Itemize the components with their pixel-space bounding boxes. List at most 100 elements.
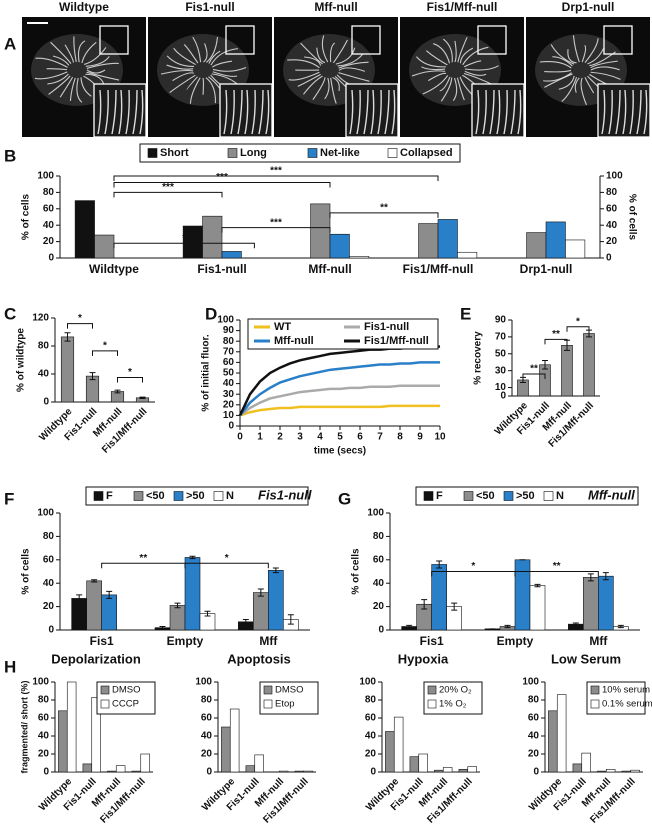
y-tick-label: 60	[528, 713, 540, 724]
inset-mitochondria	[349, 89, 354, 135]
bar	[71, 598, 87, 631]
legend-label: DMSO	[275, 685, 304, 696]
mitochondria	[590, 66, 620, 71]
x-tick-label: Mff	[589, 634, 608, 648]
inset-mitochondria	[104, 89, 109, 135]
mitochondria	[86, 62, 119, 69]
chart-title: Apoptosis	[227, 651, 291, 666]
mitochondria	[439, 76, 451, 92]
legend-title: Fis1-null	[258, 487, 312, 502]
error-bar	[189, 555, 196, 560]
y-tick-label: 70	[495, 332, 507, 343]
mitochondria	[86, 69, 106, 74]
error-bar	[91, 579, 98, 583]
y-tick-label: 100	[195, 677, 212, 688]
mitochondria	[46, 68, 68, 71]
y-tick-label: 90	[495, 315, 507, 326]
legend-label: DMSO	[112, 685, 141, 696]
bar	[630, 769, 640, 773]
roi-box	[225, 25, 255, 55]
mitochondria	[338, 67, 366, 72]
legend-label: N	[556, 490, 564, 502]
y-axis-label: % recovery	[473, 331, 484, 385]
y2-tick-label: 0	[606, 253, 612, 264]
error-bar	[64, 332, 71, 342]
mitochondria	[52, 55, 70, 66]
inset-mitochondria	[517, 89, 522, 135]
inset-mitochondria	[223, 89, 228, 135]
error-bar	[174, 602, 181, 609]
significance-bracket	[101, 562, 186, 569]
bar	[245, 765, 256, 773]
y-tick-label: 0	[370, 767, 376, 778]
significance-label: *	[103, 341, 107, 352]
legend-label: <50	[146, 490, 165, 502]
image-label: Fis1-null	[185, 0, 234, 14]
y-tick-label: 0	[43, 397, 49, 408]
bar	[514, 559, 531, 631]
mitochondria	[416, 56, 446, 68]
mitochondria	[212, 60, 232, 68]
bar	[561, 345, 573, 397]
y-tick-label: 80	[365, 695, 377, 706]
y-tick-label: 60	[223, 357, 235, 368]
significance-label: *	[182, 233, 186, 244]
mitochondria	[172, 72, 194, 82]
significance-bracket	[67, 323, 93, 329]
y-tick-label: 80	[38, 341, 50, 352]
y-tick-label: 20	[201, 749, 213, 760]
legend-label: Net-like	[320, 147, 360, 159]
image-label: Wildtype	[59, 0, 109, 14]
x-tick-label: 4	[317, 432, 323, 443]
inset-mitochondria	[475, 89, 480, 135]
mitochondria	[85, 73, 105, 85]
inset-mitochondria	[125, 89, 130, 135]
mitochondria	[300, 42, 323, 65]
bar	[82, 763, 93, 773]
y-tick-label: 60	[43, 554, 55, 565]
bar	[467, 766, 477, 773]
bar	[581, 752, 591, 773]
bar	[572, 763, 583, 773]
error-bar	[257, 588, 264, 597]
legend-label: Fis1-null	[364, 321, 409, 333]
mitochondria	[590, 60, 618, 69]
inset-mitochondria	[615, 89, 621, 135]
y-tick-label: 0	[533, 767, 539, 778]
y-tick-label: 40	[38, 731, 50, 742]
mitochondria	[59, 76, 74, 98]
inset-mitochondria	[363, 89, 369, 135]
inset-mitochondria	[384, 89, 390, 135]
x-tick-label: 9	[417, 432, 423, 443]
error-bar	[204, 610, 211, 617]
inset-mitochondria	[608, 89, 613, 135]
significance-bracket	[92, 350, 118, 356]
y2-axis-label: % of cells	[626, 194, 637, 241]
significance-bracket	[566, 326, 590, 332]
y-tick-label: 0	[48, 625, 54, 636]
error-bar	[159, 625, 166, 630]
bar	[169, 605, 186, 631]
legend-label: CCCP	[112, 699, 139, 710]
roi-box	[351, 25, 381, 55]
significance-label: *	[225, 553, 229, 564]
inset-mitochondria	[391, 89, 396, 135]
mitochondria	[425, 50, 448, 66]
image-label: Fis1/Mff-null	[427, 0, 498, 14]
x-tick-label: 7	[377, 432, 383, 443]
legend-label: Short	[160, 147, 189, 159]
bar	[548, 710, 558, 773]
legend-swatch	[543, 491, 554, 501]
bar	[254, 754, 264, 773]
legend-swatch	[503, 491, 514, 501]
legend-label: Fis1/Mff-null	[364, 335, 429, 347]
mitochondria	[332, 39, 348, 64]
y-tick-label: 40	[43, 578, 55, 589]
y2-tick-label: 80	[606, 187, 618, 198]
mitochondria	[440, 77, 453, 102]
legend-label: 1% O₂	[439, 699, 467, 710]
inset-mitochondria	[356, 89, 361, 135]
legend-swatch	[263, 699, 273, 709]
bar	[556, 694, 567, 773]
